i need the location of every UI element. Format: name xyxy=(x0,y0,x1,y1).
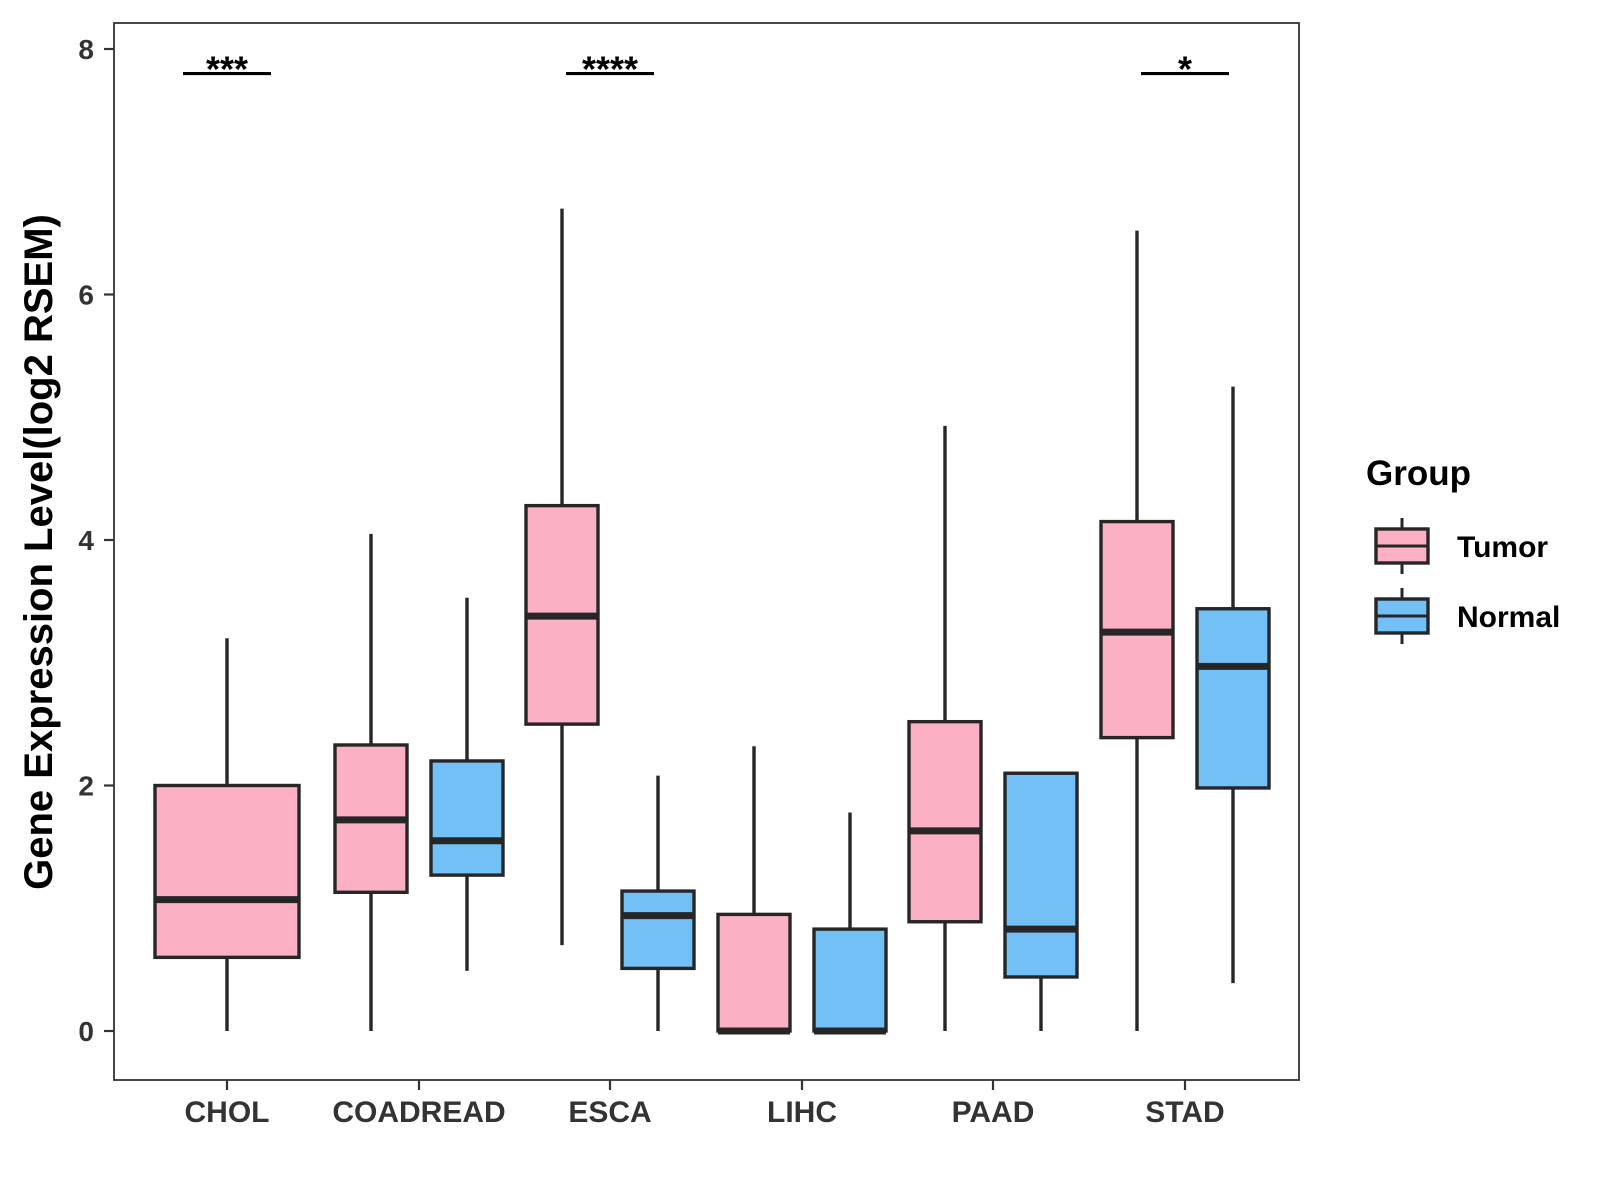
y-tick-label: 4 xyxy=(78,525,94,556)
significance-stars: * xyxy=(1178,49,1192,90)
y-tick-label: 0 xyxy=(78,1016,94,1047)
boxes-layer xyxy=(153,208,1271,1035)
legend-item-tumor: Tumor xyxy=(1374,518,1548,574)
box-body xyxy=(1195,607,1271,790)
box-tumor-coadread xyxy=(333,533,409,1031)
significance-stars: *** xyxy=(206,49,248,90)
box-body xyxy=(812,927,888,1033)
plot-panel xyxy=(113,22,1300,1081)
significance-stad: * xyxy=(1141,49,1229,90)
box-normal-stad xyxy=(1195,386,1271,984)
x-tick-label-stad: STAD xyxy=(1145,1096,1224,1129)
box-normal-esca xyxy=(620,775,696,1031)
box-body xyxy=(153,783,301,960)
legend-item-normal: Normal xyxy=(1374,588,1560,644)
significance-stars: **** xyxy=(582,49,638,90)
box-tumor-chol xyxy=(153,638,301,1031)
box-body xyxy=(1003,771,1079,979)
box-tumor-lihc xyxy=(716,746,792,1035)
box-body xyxy=(907,719,983,924)
significance-annotations: *** **** * xyxy=(183,49,1229,90)
significance-esca: **** xyxy=(566,49,654,90)
box-body xyxy=(429,759,505,877)
box-normal-lihc xyxy=(812,812,888,1035)
box-tumor-stad xyxy=(1099,230,1175,1031)
box-normal-paad xyxy=(1003,771,1079,1031)
x-tick-label-coadread: COADREAD xyxy=(332,1096,505,1129)
x-tick-label-chol: CHOL xyxy=(185,1096,270,1129)
legend-label: Normal xyxy=(1457,601,1560,634)
panel-border xyxy=(113,22,1300,1081)
box-body xyxy=(620,889,696,971)
x-tick-label-esca: ESCA xyxy=(568,1096,651,1129)
legend-label: Tumor xyxy=(1457,531,1548,564)
x-tick-label-paad: PAAD xyxy=(952,1096,1035,1129)
y-tick-label: 8 xyxy=(78,34,94,65)
y-axis-title: Gene Expression Level(log2 RSEM) xyxy=(17,214,61,890)
x-axis: CHOL COADREAD ESCA LIHC PAAD STAD xyxy=(185,1080,1225,1129)
y-tick-label: 6 xyxy=(78,280,94,311)
significance-chol: *** xyxy=(183,49,271,90)
box-tumor-esca xyxy=(524,208,600,946)
box-normal-coadread xyxy=(429,597,505,971)
legend: Group Tumor Normal xyxy=(1366,454,1560,644)
y-tick-label: 2 xyxy=(78,771,94,802)
y-axis: 0 2 4 6 8 xyxy=(78,34,114,1047)
box-body xyxy=(716,912,792,1033)
box-tumor-paad xyxy=(907,425,983,1031)
legend-title: Group xyxy=(1366,454,1471,493)
x-tick-label-lihc: LIHC xyxy=(767,1096,837,1129)
